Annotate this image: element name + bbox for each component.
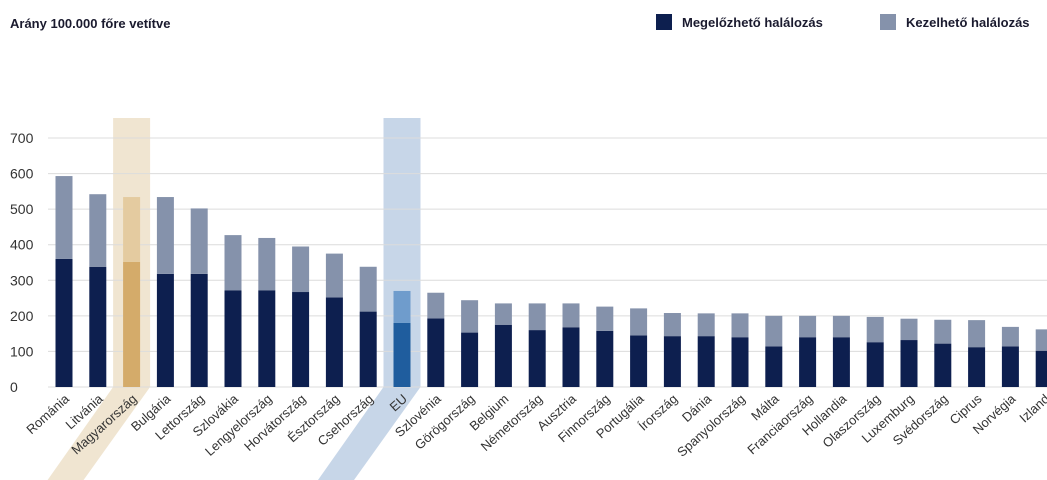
- bar-preventable-5: [224, 290, 242, 387]
- bar-treatable-14: [528, 303, 546, 331]
- bars: [55, 176, 1047, 387]
- bar-preventable-4: [190, 273, 208, 387]
- bar-treatable-16: [596, 306, 614, 331]
- y-tick-label-0: 0: [10, 379, 18, 395]
- bar-treatable-8: [325, 253, 343, 298]
- y-tick-label-400: 400: [10, 237, 34, 253]
- bar-preventable-29: [1035, 350, 1047, 387]
- bar-treatable-27: [968, 320, 986, 348]
- legend: Megelőzhető halálozás Kezelhető halálozá…: [656, 14, 1030, 30]
- bar-treatable-19: [697, 313, 715, 337]
- bar-preventable-27: [968, 347, 986, 387]
- bar-treatable-26: [934, 319, 952, 344]
- legend-label-preventable: Megelőzhető halálozás: [682, 15, 823, 30]
- bar-treatable-12: [461, 300, 479, 333]
- highlight-bands: [47, 118, 421, 480]
- bar-preventable-15: [562, 327, 580, 387]
- bar-treatable-1: [89, 194, 107, 267]
- bar-treatable-17: [630, 308, 648, 336]
- bar-preventable-18: [663, 336, 681, 387]
- category-labels: RomániaLitvániaMagyarországBulgáriaLetto…: [23, 391, 1047, 460]
- bar-treatable-6: [258, 237, 276, 291]
- y-tick-label-500: 500: [10, 201, 34, 217]
- y-tick-label-700: 700: [10, 130, 34, 146]
- bar-treatable-10: [393, 290, 411, 323]
- bar-preventable-17: [630, 335, 648, 387]
- bar-preventable-13: [494, 324, 512, 387]
- bar-treatable-28: [1001, 326, 1019, 347]
- bar-treatable-4: [190, 208, 208, 274]
- category-label-29: Izland: [1016, 391, 1047, 425]
- bar-treatable-20: [731, 313, 749, 338]
- legend-swatch-treatable: [880, 14, 896, 30]
- y-tick-label-200: 200: [10, 308, 34, 324]
- bar-preventable-20: [731, 337, 749, 387]
- bar-preventable-6: [258, 290, 276, 387]
- highlight-band-tail-10: [318, 387, 421, 480]
- bar-preventable-1: [89, 266, 107, 387]
- y-tick-label-100: 100: [10, 343, 34, 359]
- bar-treatable-23: [832, 315, 850, 338]
- bar-preventable-2: [123, 261, 141, 387]
- bar-preventable-22: [799, 337, 817, 387]
- bar-treatable-25: [900, 318, 918, 341]
- bar-preventable-25: [900, 340, 918, 387]
- bar-treatable-22: [799, 315, 817, 338]
- bar-treatable-11: [427, 292, 445, 319]
- bar-preventable-0: [55, 258, 73, 387]
- bar-preventable-3: [156, 273, 174, 387]
- bar-preventable-7: [292, 292, 310, 387]
- bar-treatable-2: [123, 197, 141, 262]
- bar-preventable-16: [596, 330, 614, 387]
- y-tick-label-300: 300: [10, 272, 34, 288]
- bar-preventable-10: [393, 322, 411, 387]
- bar-preventable-14: [528, 330, 546, 387]
- y-tick-label-600: 600: [10, 166, 34, 182]
- bar-preventable-24: [866, 342, 884, 387]
- bar-preventable-8: [325, 297, 343, 387]
- chart-title: Arány 100.000 főre vetítve: [10, 16, 170, 31]
- bar-preventable-26: [934, 343, 952, 387]
- bar-treatable-18: [663, 313, 681, 337]
- bar-treatable-7: [292, 246, 310, 293]
- bar-preventable-12: [461, 332, 479, 387]
- bar-preventable-9: [359, 311, 377, 387]
- bar-treatable-5: [224, 235, 242, 291]
- bar-treatable-9: [359, 266, 377, 312]
- bar-preventable-11: [427, 318, 445, 387]
- legend-swatch-preventable: [656, 14, 672, 30]
- bar-preventable-21: [765, 346, 783, 387]
- bar-treatable-29: [1035, 329, 1047, 351]
- bar-preventable-28: [1001, 346, 1019, 387]
- bar-treatable-21: [765, 315, 783, 347]
- highlight-band-tail-2: [47, 387, 151, 480]
- category-label-0: Románia: [23, 391, 72, 437]
- bar-treatable-13: [494, 303, 512, 325]
- legend-label-treatable: Kezelhető halálozás: [906, 15, 1030, 30]
- bar-treatable-3: [156, 197, 174, 274]
- bar-treatable-15: [562, 303, 580, 328]
- bar-treatable-0: [55, 176, 73, 259]
- bar-preventable-23: [832, 337, 850, 387]
- y-axis-ticks: 0 100 200 300 400 500 600 700: [10, 130, 34, 395]
- bar-preventable-19: [697, 336, 715, 387]
- bar-treatable-24: [866, 316, 884, 343]
